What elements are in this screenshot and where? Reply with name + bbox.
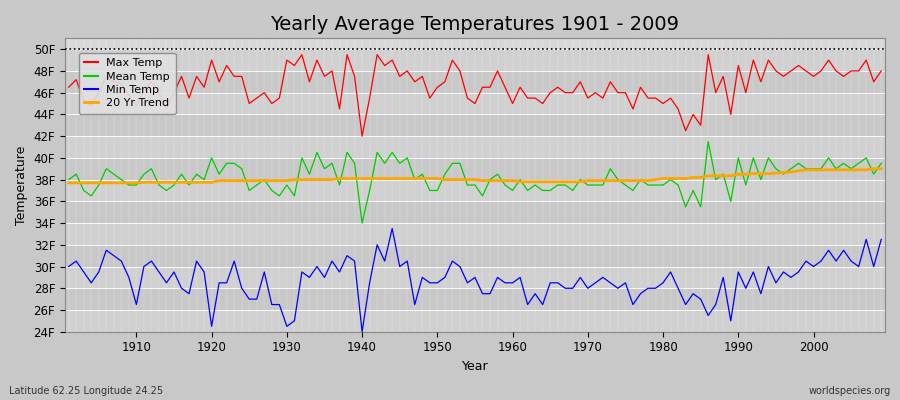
Legend: Max Temp, Mean Temp, Min Temp, 20 Yr Trend: Max Temp, Mean Temp, Min Temp, 20 Yr Tre… — [78, 53, 176, 114]
Title: Yearly Average Temperatures 1901 - 2009: Yearly Average Temperatures 1901 - 2009 — [271, 15, 680, 34]
Bar — [65, 158, 885, 180]
Bar — [65, 136, 885, 158]
Bar — [65, 245, 885, 266]
Bar — [65, 114, 885, 136]
Bar — [65, 310, 885, 332]
Bar — [65, 71, 885, 93]
Bar — [65, 201, 885, 223]
Text: Latitude 62.25 Longitude 24.25: Latitude 62.25 Longitude 24.25 — [9, 386, 163, 396]
Bar — [65, 180, 885, 201]
X-axis label: Year: Year — [462, 360, 489, 373]
Bar — [65, 93, 885, 114]
Bar — [65, 266, 885, 288]
Bar — [65, 223, 885, 245]
Text: worldspecies.org: worldspecies.org — [809, 386, 891, 396]
Bar — [65, 49, 885, 71]
Y-axis label: Temperature: Temperature — [15, 145, 28, 225]
Bar — [65, 288, 885, 310]
